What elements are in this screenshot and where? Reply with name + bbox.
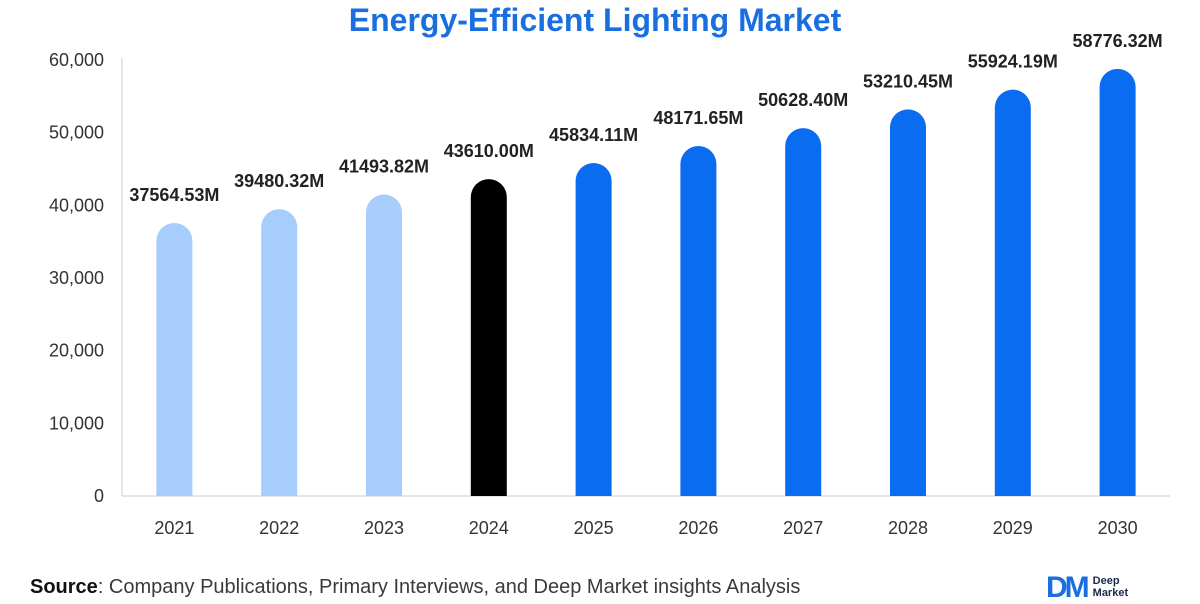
bar: [470, 179, 507, 497]
bar: [156, 223, 193, 497]
bar: [1099, 68, 1136, 496]
x-tick-label: 2024: [469, 518, 509, 538]
x-tick-label: 2023: [364, 518, 404, 538]
y-tick-label: 50,000: [49, 123, 104, 143]
y-tick-label: 40,000: [49, 195, 104, 215]
data-label: 43610.00M: [444, 141, 534, 161]
bar: [890, 109, 926, 496]
data-label: 45834.11M: [549, 125, 638, 145]
x-tick-label: 2022: [259, 518, 299, 538]
bar: [366, 194, 402, 496]
source-text: : Company Publications, Primary Intervie…: [97, 576, 801, 598]
x-tick-label: 2029: [993, 518, 1033, 538]
x-tick-label: 2026: [678, 518, 718, 538]
bar: [261, 209, 298, 496]
data-label: 41493.82M: [339, 156, 429, 176]
bar: [575, 162, 612, 496]
source-label: Source: [30, 576, 98, 598]
data-label: 53210.45M: [863, 71, 953, 91]
y-tick-label: 20,000: [49, 341, 104, 361]
y-tick-label: 60,000: [49, 50, 104, 70]
data-label: 37564.53M: [129, 185, 219, 205]
brand-logo-text: Deep Market: [1093, 575, 1128, 599]
x-tick-label: 2021: [154, 518, 194, 538]
source-note: Source: Company Publications, Primary In…: [30, 576, 800, 599]
data-label: 50628.40M: [758, 90, 848, 110]
x-tick-label: 2030: [1098, 518, 1138, 538]
brand-logo: DM Deep Market: [1046, 571, 1186, 604]
x-tick-label: 2027: [783, 518, 823, 538]
x-tick-label: 2028: [888, 518, 928, 538]
data-label: 39480.32M: [234, 171, 324, 191]
bar: [785, 128, 822, 497]
y-tick-label: 0: [94, 486, 104, 506]
data-label: 55924.19M: [968, 52, 1058, 72]
chart-title: Energy-Efficient Lighting Market: [348, 2, 842, 38]
data-label: 48171.65M: [653, 108, 743, 128]
brand-logo-line1: Deep: [1092, 575, 1120, 587]
brand-logo-line2: Market: [1092, 587, 1129, 599]
data-label: 58776.32M: [1073, 31, 1163, 51]
x-tick-label: 2025: [574, 518, 614, 538]
bar: [994, 89, 1031, 497]
y-tick-label: 10,000: [49, 413, 104, 433]
y-tick-label: 30,000: [49, 268, 104, 288]
brand-logo-mark: DM: [1046, 571, 1090, 604]
bar: [680, 145, 717, 496]
